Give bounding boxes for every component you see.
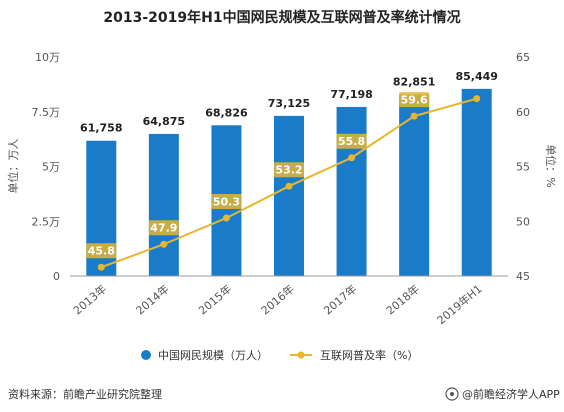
x-tick-label: 2013年 xyxy=(70,282,109,318)
y-left-ticks: 0 2.5万 5万 7.5万 10万 xyxy=(32,51,61,283)
brand-badge: @前瞻经济学人APP xyxy=(445,387,560,401)
bar-value-label: 61,758 xyxy=(80,122,122,135)
line-point xyxy=(410,112,418,120)
line-point xyxy=(160,240,168,248)
y-left-tick-label: 7.5万 xyxy=(32,106,61,119)
line-point-label: 53.2 xyxy=(275,164,302,177)
line-point xyxy=(285,182,293,190)
bar-value-label: 85,449 xyxy=(455,70,497,83)
x-tick-label: 2014年 xyxy=(133,282,172,318)
y-right-tick-label: 65 xyxy=(516,51,530,64)
line-point-label-box xyxy=(211,193,242,209)
bar xyxy=(148,133,179,276)
line-point-label: 55.8 xyxy=(338,135,365,148)
line-point-label: 50.3 xyxy=(213,195,240,208)
brand-text: @前瞻经济学人APP xyxy=(462,387,560,401)
bar-value-label: 68,826 xyxy=(205,106,248,119)
bar-value-label: 73,125 xyxy=(268,97,310,110)
bar xyxy=(336,106,367,277)
x-tick-label: 2016年 xyxy=(258,282,297,318)
line-point xyxy=(348,154,356,162)
y-right-axis-label: 单位：% xyxy=(544,144,558,187)
x-ticks: 2013年 2014年 2015年 2016年 2017年 2018年 2019年H1 xyxy=(70,282,484,328)
x-tick-label: 2018年 xyxy=(383,282,422,318)
legend-bar-label: 中国网民规模（万人） xyxy=(158,348,268,362)
line-point xyxy=(97,263,105,271)
x-tick-label: 2019年H1 xyxy=(434,282,485,328)
y-right-tick-label: 50 xyxy=(516,215,530,228)
legend-line-marker-dot xyxy=(297,351,305,359)
line-point-label-box xyxy=(148,220,179,236)
legend: 中国网民规模（万人） 互联网普及率（%） xyxy=(141,348,418,362)
y-left-axis-label: 单位：万人 xyxy=(6,139,20,194)
legend-bar-marker xyxy=(141,350,151,360)
line-point-label: 47.9 xyxy=(150,222,177,235)
bar xyxy=(274,115,304,276)
line-point-label: 45.8 xyxy=(88,245,115,258)
bar-value-label: 77,198 xyxy=(330,88,372,101)
y-left-tick-label: 10万 xyxy=(35,51,60,64)
bar-labels: 61,758 64,875 68,826 73,125 77,198 82,851 85,4… xyxy=(80,70,498,135)
source-note: 资料来源：前瞻产业研究院整理 xyxy=(8,387,162,401)
x-tick-label: 2015年 xyxy=(195,282,234,318)
line-point xyxy=(222,214,230,222)
bar-value-label: 82,851 xyxy=(393,76,435,89)
bar xyxy=(399,94,430,277)
bar-value-label: 64,875 xyxy=(143,115,185,128)
line-point xyxy=(473,95,481,103)
bar xyxy=(461,88,492,276)
y-right-ticks: 45 50 55 60 65 xyxy=(516,51,530,283)
brand-logo-dot xyxy=(450,392,454,396)
y-left-tick-label: 5万 xyxy=(42,161,60,174)
y-left-tick-label: 2.5万 xyxy=(32,215,61,228)
legend-line-label: 互联网普及率（%） xyxy=(320,348,418,362)
x-tick-label: 2017年 xyxy=(321,282,360,318)
line-point-label-box xyxy=(336,133,367,149)
line-point-label-box xyxy=(274,162,304,178)
line-point-label-box xyxy=(86,243,117,259)
y-right-tick-label: 60 xyxy=(516,106,530,119)
brand-logo-icon xyxy=(445,387,459,401)
line-series: 45.8 47.9 50.3 53.2 55.8 59.6 xyxy=(86,92,481,271)
line-point-label-box xyxy=(399,92,430,108)
chart-title: 2013-2019年H1中国网民规模及互联网普及率统计情况 xyxy=(103,9,460,26)
y-right-tick-label: 55 xyxy=(516,161,530,174)
y-right-tick-label: 45 xyxy=(516,270,530,283)
y-left-tick-label: 0 xyxy=(53,270,60,283)
line-point-label: 59.6 xyxy=(401,94,428,107)
bar-series xyxy=(86,88,492,277)
